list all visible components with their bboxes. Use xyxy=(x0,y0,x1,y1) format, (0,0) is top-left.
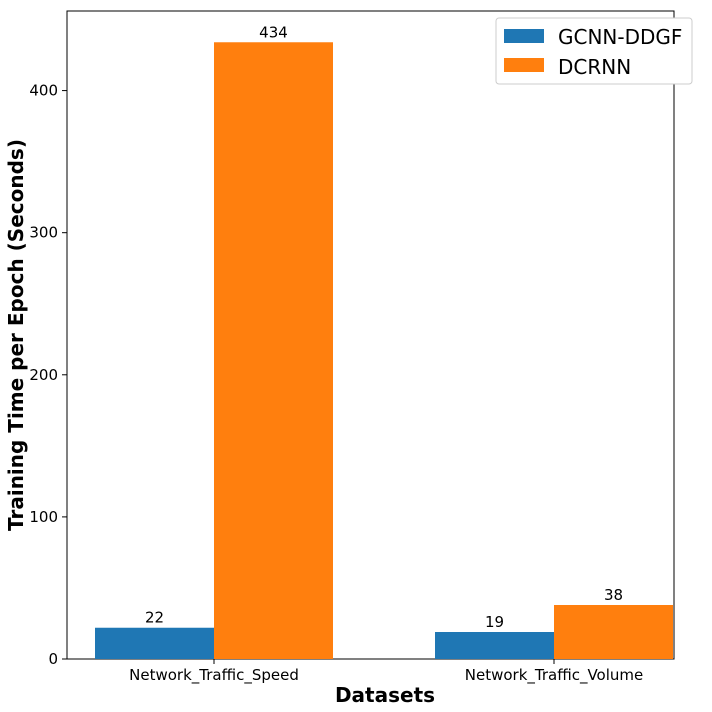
legend: GCNN-DDGF DCRNN xyxy=(495,17,693,85)
y-tick-label: 0 xyxy=(48,650,58,668)
y-axis-title: Training Time per Epoch (Seconds) xyxy=(4,139,28,531)
data-label: 22 xyxy=(145,609,164,627)
legend-swatch-dcrnn xyxy=(504,58,544,72)
x-axis-title: Datasets xyxy=(335,683,435,707)
data-label: 19 xyxy=(485,613,504,631)
legend-label-dcrnn: DCRNN xyxy=(558,55,631,79)
y-tick-label: 300 xyxy=(29,224,58,242)
plot-area xyxy=(66,10,675,660)
data-labels: 22 434 19 38 xyxy=(145,23,623,631)
data-label: 434 xyxy=(259,23,288,41)
y-tick-label: 400 xyxy=(29,82,58,100)
bar-gcnn-ddgf-network-traffic-volume xyxy=(435,632,554,659)
bars xyxy=(95,42,673,659)
legend-swatch-gcnn-ddgf xyxy=(504,29,544,43)
legend-label-gcnn-ddgf: GCNN-DDGF xyxy=(558,25,682,49)
bar-dcrnn-network-traffic-speed xyxy=(214,42,333,659)
data-label: 38 xyxy=(604,586,623,604)
bar-dcrnn-network-traffic-volume xyxy=(554,605,673,659)
bar-gcnn-ddgf-network-traffic-speed xyxy=(95,627,214,659)
y-tick-label: 200 xyxy=(29,366,58,384)
y-axis: 0 100 200 300 400 xyxy=(29,82,67,668)
y-tick-label: 100 xyxy=(29,508,58,526)
x-tick-label: Network_Traffic_Volume xyxy=(465,666,643,685)
x-axis: Network_Traffic_Speed Network_Traffic_Vol… xyxy=(129,659,643,685)
legend-box xyxy=(495,17,693,85)
x-tick-label: Network_Traffic_Speed xyxy=(129,666,299,685)
